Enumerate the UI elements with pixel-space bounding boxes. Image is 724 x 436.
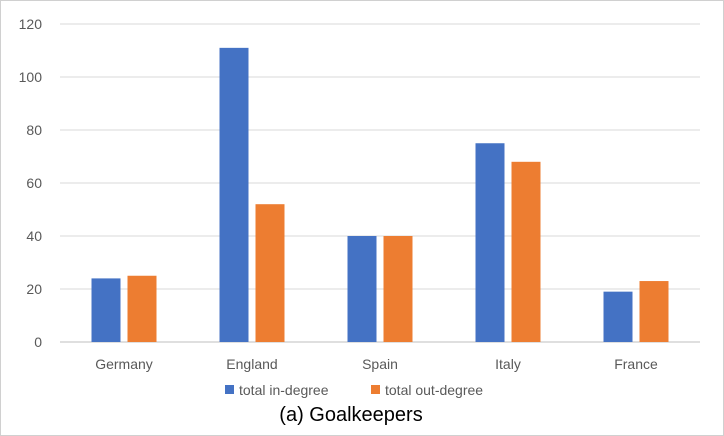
bar-england-in-degree: [219, 47, 249, 342]
gridlines: [60, 23, 700, 343]
x-category-spain: Spain: [362, 356, 398, 372]
legend-label-out-degree: total out-degree: [385, 382, 483, 398]
bar-italy-out-degree: [511, 161, 541, 342]
y-tick-0: 0: [34, 334, 42, 350]
y-tick-20: 20: [26, 281, 42, 297]
x-category-england: England: [226, 356, 277, 372]
bar-spain-in-degree: [347, 236, 377, 342]
chart-caption: (a) Goalkeepers: [279, 404, 422, 426]
x-category-france: France: [614, 356, 658, 372]
legend-label-in-degree: total in-degree: [239, 382, 329, 398]
bars: [91, 47, 669, 342]
y-tick-100: 100: [19, 69, 43, 85]
y-axis-ticks: 0 20 40 60 80 100 120: [19, 16, 43, 350]
bar-france-in-degree: [603, 291, 633, 342]
bar-germany-out-degree: [127, 275, 157, 342]
bar-italy-in-degree: [475, 143, 505, 342]
y-tick-60: 60: [26, 175, 42, 191]
x-axis-categories: Germany England Spain Italy France: [95, 356, 658, 372]
bar-germany-in-degree: [91, 278, 121, 342]
x-category-italy: Italy: [495, 356, 521, 372]
bar-spain-out-degree: [383, 236, 413, 342]
legend: total in-degree total out-degree: [225, 382, 483, 398]
x-category-germany: Germany: [95, 356, 153, 372]
bar-england-out-degree: [255, 204, 285, 342]
legend-swatch-out-degree: [371, 385, 380, 394]
y-tick-40: 40: [26, 228, 42, 244]
y-tick-120: 120: [19, 16, 43, 32]
y-tick-80: 80: [26, 122, 42, 138]
bar-france-out-degree: [639, 281, 669, 342]
legend-swatch-in-degree: [225, 385, 234, 394]
